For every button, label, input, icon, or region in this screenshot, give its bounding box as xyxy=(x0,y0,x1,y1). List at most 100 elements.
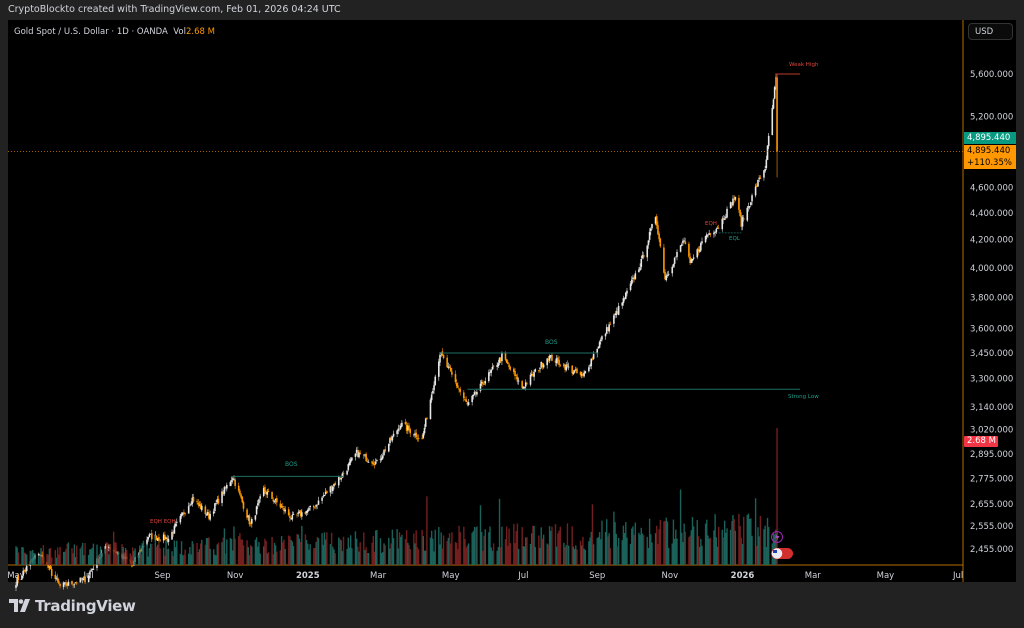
brand-name: TradingView xyxy=(35,597,136,615)
candle-body xyxy=(447,366,450,368)
volume-bar xyxy=(107,542,109,565)
candle-body xyxy=(754,186,757,196)
volume-bar xyxy=(390,543,392,565)
volume-bar xyxy=(597,537,600,565)
volume-bar xyxy=(757,527,759,565)
volume-bar xyxy=(708,538,710,565)
candle-body xyxy=(482,382,484,385)
candle-body xyxy=(454,373,457,383)
candle-body xyxy=(91,569,94,571)
tradingview-logo[interactable]: TradingView xyxy=(9,597,136,615)
volume-bar xyxy=(484,529,486,565)
candle-body xyxy=(721,218,724,230)
time-tick-label: Sep xyxy=(589,571,605,581)
volume-bar xyxy=(399,536,402,565)
volume-bar xyxy=(450,543,452,565)
volume-bar xyxy=(257,546,259,565)
candle-body xyxy=(651,224,653,229)
volume-bar xyxy=(388,537,390,565)
candle-body xyxy=(541,362,544,367)
volume-bar xyxy=(500,547,502,565)
candle-body xyxy=(638,269,640,273)
candle-body xyxy=(379,459,382,461)
volume-bar xyxy=(124,547,127,565)
candle-body xyxy=(284,509,286,512)
candle-body xyxy=(559,365,562,367)
volume-bar xyxy=(342,536,345,565)
candle-body xyxy=(548,355,551,361)
tradingview-logo-icon xyxy=(9,599,30,612)
currency-button[interactable]: USD xyxy=(968,23,1013,40)
volume-bar xyxy=(547,544,550,565)
chart-pane[interactable] xyxy=(8,20,1016,582)
volume-bar xyxy=(317,538,320,565)
volume-bar xyxy=(598,532,601,565)
volume-bar xyxy=(413,533,415,565)
candle-body xyxy=(489,371,491,373)
volume-bar xyxy=(463,526,465,565)
volume-bar xyxy=(729,529,732,565)
candle-body xyxy=(738,197,740,210)
percent-change: +110.35% xyxy=(967,158,1012,168)
candle-body xyxy=(458,388,460,390)
candle-body xyxy=(697,249,700,252)
volume-bar xyxy=(748,518,751,565)
candle-body xyxy=(246,509,248,518)
volume-bar xyxy=(442,535,445,565)
candle-body xyxy=(200,505,203,511)
volume-bar xyxy=(663,521,665,565)
candle-body xyxy=(323,494,326,497)
volume-bar xyxy=(15,546,17,565)
volume-bar xyxy=(358,551,360,565)
candle-body xyxy=(280,506,283,508)
volume-bar xyxy=(198,549,201,565)
volume-bar xyxy=(255,537,258,565)
candle-body xyxy=(729,202,732,209)
volume-bar xyxy=(751,535,753,565)
candle-body xyxy=(48,566,51,568)
volume-bar xyxy=(433,551,435,565)
candle-body xyxy=(75,582,78,584)
volume-bar xyxy=(639,534,641,565)
volume-bar xyxy=(140,554,142,565)
candle-body xyxy=(183,512,185,515)
volume-bar xyxy=(65,548,67,565)
candle-body xyxy=(659,238,662,247)
volume-bar xyxy=(565,545,567,565)
candle-body xyxy=(741,217,744,227)
candle-body xyxy=(167,538,170,542)
candle-body xyxy=(89,571,91,575)
candle-body xyxy=(716,228,719,229)
candle-body xyxy=(404,422,407,425)
candle-body xyxy=(634,273,637,280)
candle-body xyxy=(334,483,336,485)
volume-bar xyxy=(488,532,490,565)
candle-body xyxy=(397,428,400,431)
volume-bar xyxy=(609,548,612,565)
candle-body xyxy=(675,256,677,258)
volume-bar xyxy=(330,532,333,565)
volume-bar xyxy=(651,542,653,565)
volume-bar xyxy=(363,532,365,565)
volume-bar xyxy=(667,547,670,565)
volume-bar xyxy=(282,542,284,565)
time-tick-label: Jul xyxy=(517,571,528,581)
volume-bar xyxy=(297,534,299,565)
eqh-label-2025: EQH xyxy=(705,221,717,227)
volume-bar xyxy=(80,546,83,565)
candle-body xyxy=(281,506,284,508)
candle-body xyxy=(165,537,167,539)
volume-bar xyxy=(601,520,603,565)
volume-bar xyxy=(67,542,70,565)
volume-bar xyxy=(647,547,650,565)
candle-body xyxy=(608,324,610,332)
candle-body xyxy=(348,461,351,465)
candle-body xyxy=(580,374,583,376)
volume-bar xyxy=(323,532,326,565)
candle-body xyxy=(679,245,682,252)
volume-bar xyxy=(754,498,757,565)
candle-body xyxy=(24,570,27,572)
volume-bar xyxy=(309,544,311,565)
volume-bar xyxy=(504,539,507,565)
